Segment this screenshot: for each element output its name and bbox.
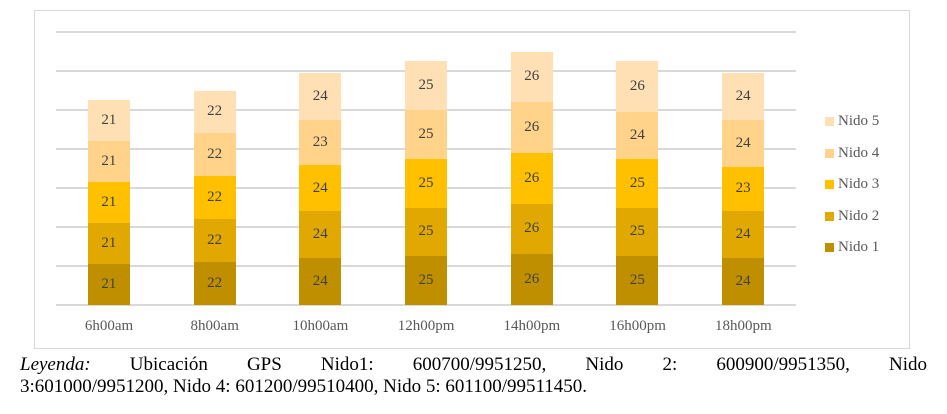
- stacked-bar: 26 26 26 26 26: [510, 51, 553, 305]
- bar-segment: 24: [299, 164, 342, 212]
- x-axis-label: 8h00am: [190, 318, 239, 334]
- x-axis-label: 10h00am: [292, 318, 349, 334]
- stacked-bar: 22 22 22 22 22: [193, 90, 236, 305]
- bar-segment: 25: [405, 61, 447, 110]
- legend-item: Nido 1: [825, 232, 879, 264]
- caption-prefix: Leyenda:: [20, 354, 91, 375]
- legend-item: Nido 5: [825, 106, 879, 138]
- stacked-bar: 25 25 25 24 26: [616, 61, 659, 305]
- x-axis-label: 18h00pm: [714, 318, 772, 334]
- bar-segment: 26: [510, 203, 553, 255]
- bar-segment: 24: [722, 258, 765, 305]
- legend: Nido 5 Nido 4 Nido 3 Nido 2 Nido 1: [825, 106, 879, 264]
- bar-segment: 25: [405, 110, 447, 159]
- x-axis-label: 16h00pm: [609, 318, 666, 334]
- bar-segment: 24: [722, 72, 765, 120]
- legend-item: Nido 3: [825, 169, 879, 201]
- bar-segment: 25: [616, 207, 659, 257]
- legend-label: Nido 3: [838, 176, 880, 193]
- bar-segment: 25: [405, 207, 447, 257]
- bar-segment: 21: [87, 100, 130, 142]
- caption-text-1: Ubicación GPS Nido1: 600700/9951250, Nid…: [90, 354, 927, 375]
- bar-segment: 22: [193, 90, 236, 134]
- bar-segment: 26: [616, 61, 659, 112]
- figure-caption: Leyenda: Ubicación GPS Nido1: 600700/995…: [20, 354, 927, 398]
- bar-segment: 21: [87, 182, 130, 224]
- legend-item: Nido 2: [825, 201, 879, 233]
- legend-swatch-icon: [825, 243, 834, 253]
- bar-segment: 24: [616, 111, 659, 159]
- bar-segment: 25: [405, 158, 447, 208]
- legend-item: Nido 4: [825, 138, 879, 170]
- bar-segment: 24: [722, 211, 765, 259]
- caption-line-1: Leyenda: Ubicación GPS Nido1: 600700/995…: [20, 354, 927, 376]
- stacked-bar: 25 25 25 25 25: [405, 61, 447, 305]
- bar-segment: 21: [87, 141, 130, 183]
- legend-label: Nido 4: [838, 144, 880, 161]
- bar-segment: 22: [193, 176, 236, 220]
- bar-segment: 26: [510, 152, 553, 204]
- bar-segment: 25: [405, 256, 447, 305]
- bar-segment: 24: [722, 119, 765, 167]
- bar-segment: 23: [722, 166, 765, 212]
- bar-segment: 23: [299, 119, 342, 165]
- legend-label: Nido 1: [838, 239, 880, 256]
- bar-segment: 24: [299, 211, 342, 259]
- caption-line-2: 3:601000/9951200, Nido 4: 601200/9951040…: [20, 376, 588, 397]
- x-axis-label: 12h00pm: [397, 318, 455, 334]
- legend-swatch-icon: [825, 117, 834, 127]
- bar-segment: 26: [510, 254, 553, 305]
- bar-segment: 26: [510, 102, 553, 153]
- bar-segment: 25: [616, 158, 659, 208]
- legend-swatch-icon: [825, 180, 834, 190]
- bar-segment: 26: [510, 51, 553, 103]
- legend-swatch-icon: [825, 148, 834, 158]
- legend-label: Nido 2: [838, 207, 880, 224]
- gridline: [56, 304, 796, 306]
- bar-segment: 21: [87, 264, 130, 305]
- bar-segment: 24: [299, 72, 342, 120]
- x-axis-label: 14h00pm: [503, 318, 561, 334]
- legend-swatch-icon: [825, 211, 834, 221]
- gridline: [56, 31, 796, 33]
- stacked-bar: 21 21 21 21 21: [87, 100, 130, 305]
- bar-segment: 24: [299, 258, 342, 305]
- bar-segment: 22: [193, 133, 236, 177]
- stacked-bar: 24 24 24 23 24: [299, 72, 342, 305]
- bar-segment: 25: [616, 256, 659, 305]
- bar-segment: 22: [193, 219, 236, 263]
- stacked-bar: 24 24 23 24 24: [722, 72, 765, 305]
- bar-segment: 22: [193, 262, 236, 305]
- legend-label: Nido 5: [838, 113, 880, 130]
- plot-area: 21 21 21 21 21 22 22 22 22 22 24 24 24 23 24 25 25 25 25 25…: [56, 31, 796, 306]
- x-axis-label: 6h00am: [84, 318, 134, 334]
- bar-segment: 21: [87, 223, 130, 265]
